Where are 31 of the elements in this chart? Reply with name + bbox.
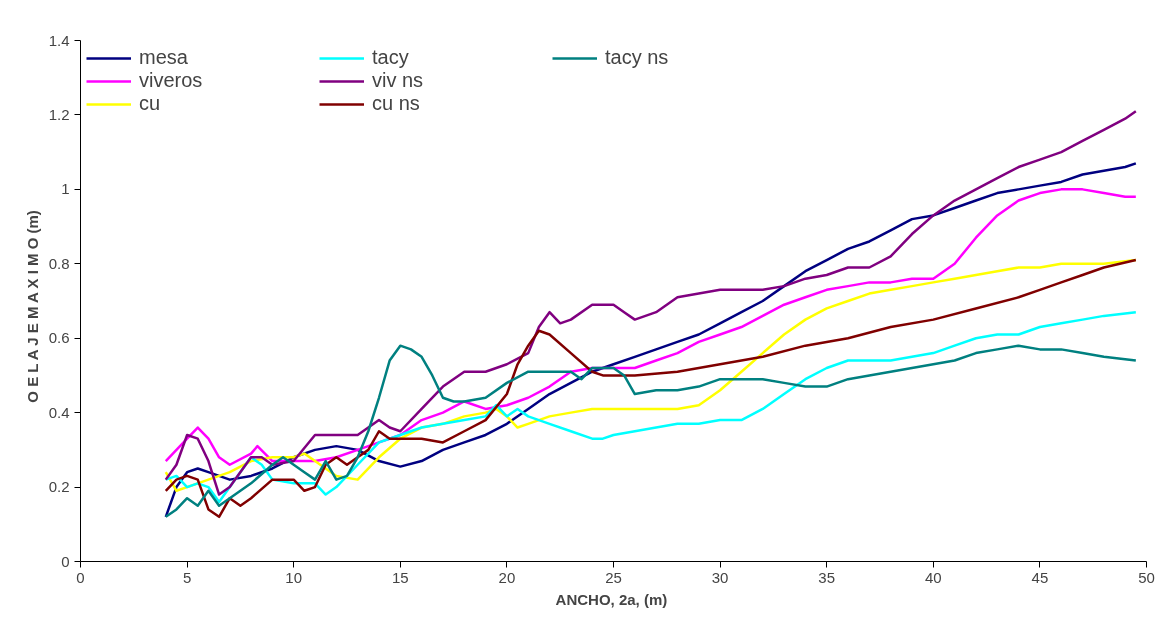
y-tick-label: 0 [61,552,70,570]
x-tick-label: 40 [924,568,942,586]
x-tick-label: 10 [285,568,303,586]
x-tick-label: 25 [605,568,622,586]
line-series [164,344,1138,519]
y-tick-label: 0.2 [48,478,70,496]
x-tick-label: 15 [391,568,409,586]
x-tick-label: 30 [711,568,729,586]
legend-label: viveros [139,69,204,92]
x-tick-label: 20 [498,568,516,586]
x-tick-label: 35 [818,568,836,586]
y-tick-label: 1.2 [48,105,70,123]
x-tick-label: 0 [76,568,85,586]
x-tick-label: 50 [1138,568,1155,586]
legend-label: tacy ns [605,46,670,69]
x-tick-label: 5 [182,568,192,586]
y-tick-label: 0.4 [48,403,70,421]
line-series [164,310,1138,504]
y-tick-label: 0.6 [48,329,70,347]
y-tick-label: 1.4 [48,31,70,49]
legend-label: mesa [139,46,189,69]
legend-label: viv ns [372,69,425,92]
x-tick-label: 45 [1031,568,1049,586]
y-axis-title: O E L A J E M A X I M O (m) [23,210,41,403]
line-series [164,109,1138,496]
legend-label: cu ns [372,92,421,115]
y-tick-label: 1 [61,180,70,198]
x-axis-title: ANCHO, 2a, (m) [555,590,668,608]
legend-label: tacy [372,46,410,69]
legend-label: cu [139,92,162,115]
y-tick-label: 0.8 [48,254,70,272]
